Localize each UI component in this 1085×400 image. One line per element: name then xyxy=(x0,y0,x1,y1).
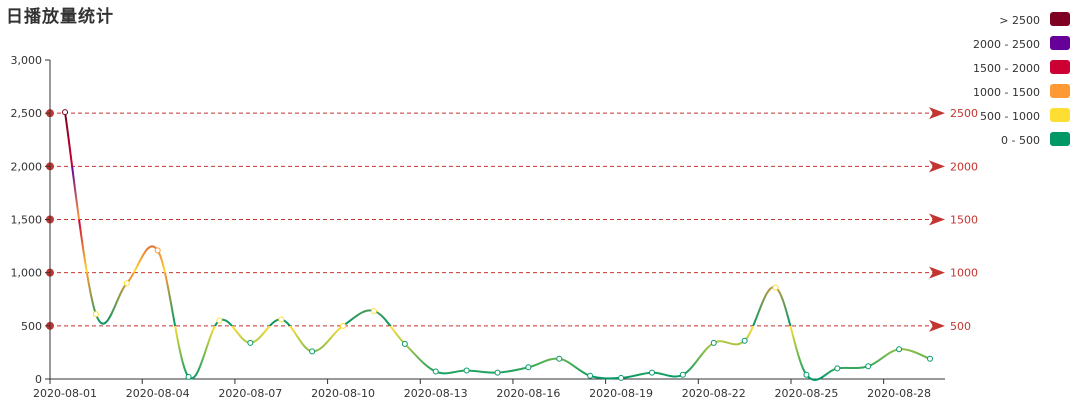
y-tick-label: 1,000 xyxy=(11,267,43,280)
legend-label: 0 - 500 xyxy=(1001,134,1040,147)
legend-label: > 2500 xyxy=(999,14,1040,27)
data-point xyxy=(710,339,717,346)
data-point xyxy=(278,316,285,323)
x-tick-label: 2020-08-25 xyxy=(774,387,838,400)
chart-title: 日播放量统计 xyxy=(6,7,114,27)
x-tick-label: 2020-08-19 xyxy=(589,387,653,400)
legend-swatch xyxy=(1050,12,1070,26)
data-point xyxy=(648,369,655,376)
data-point xyxy=(772,284,779,291)
legend-label: 500 - 1000 xyxy=(980,110,1040,123)
mark-line-arrow xyxy=(929,107,945,120)
data-point xyxy=(803,371,810,378)
x-tick-label: 2020-08-01 xyxy=(33,387,97,400)
x-tick-label: 2020-08-04 xyxy=(126,387,190,400)
data-point xyxy=(432,368,439,375)
x-tick-label: 2020-08-13 xyxy=(404,387,468,400)
series-path xyxy=(64,111,931,381)
series-line xyxy=(64,111,931,381)
mark-line-arrow xyxy=(929,213,945,226)
data-point xyxy=(309,348,316,355)
mark-line-label: 1000 xyxy=(950,267,978,280)
legend-swatch xyxy=(1050,60,1070,74)
x-tick-label: 2020-08-28 xyxy=(867,387,931,400)
data-point xyxy=(401,340,408,347)
legend-swatch xyxy=(1050,84,1070,98)
data-point xyxy=(525,364,532,371)
data-point xyxy=(865,363,872,370)
legend-swatch xyxy=(1050,108,1070,122)
mark-line-label: 2500 xyxy=(950,107,978,120)
y-tick-label: 2,000 xyxy=(11,160,43,173)
mark-line-arrow xyxy=(929,319,945,332)
x-tick-label: 2020-08-22 xyxy=(682,387,746,400)
legend-label: 2000 - 2500 xyxy=(973,38,1040,51)
y-tick-label: 0 xyxy=(35,373,42,386)
data-point xyxy=(247,339,254,346)
mark-line-label: 1500 xyxy=(950,214,978,227)
data-point xyxy=(340,322,347,329)
mark-line-arrow xyxy=(929,266,945,279)
mark-line-label: 500 xyxy=(950,320,971,333)
data-point xyxy=(463,367,470,374)
x-tick-label: 2020-08-07 xyxy=(218,387,282,400)
mark-line-label: 2000 xyxy=(950,160,978,173)
data-point xyxy=(618,374,625,381)
data-point xyxy=(587,372,594,379)
data-point xyxy=(896,346,903,353)
data-point xyxy=(679,371,686,378)
data-point xyxy=(741,337,748,344)
x-tick-label: 2020-08-16 xyxy=(496,387,560,400)
legend-swatch xyxy=(1050,36,1070,50)
data-point xyxy=(154,247,161,254)
data-point xyxy=(494,369,501,376)
legend-swatch xyxy=(1050,132,1070,146)
data-point xyxy=(62,109,68,116)
data-points xyxy=(62,109,933,381)
y-tick-label: 2,500 xyxy=(11,107,43,120)
y-tick-label: 500 xyxy=(21,320,42,333)
legend-label: 1000 - 1500 xyxy=(973,86,1040,99)
data-point xyxy=(185,373,192,380)
data-point xyxy=(834,365,841,372)
visual-map-legend: > 2500 2000 - 2500 1500 - 2000 1000 - 1500 5… xyxy=(973,12,1070,147)
y-tick-label: 1,500 xyxy=(11,214,43,227)
data-point xyxy=(123,280,130,287)
x-tick-label: 2020-08-10 xyxy=(311,387,375,400)
axes: 0 500 1,000 1,500 2,000 2,500 3,000 2020-08-01 2… xyxy=(11,54,945,400)
mark-lines: 500 1000 1500 2000 2500 xyxy=(46,107,978,333)
data-point xyxy=(556,355,563,362)
data-point xyxy=(927,355,933,362)
data-point xyxy=(370,307,377,314)
y-tick-label: 3,000 xyxy=(11,54,43,67)
mark-line-arrow xyxy=(929,160,945,173)
data-point xyxy=(216,317,223,324)
legend-label: 1500 - 2000 xyxy=(973,62,1040,75)
data-point xyxy=(92,311,99,318)
